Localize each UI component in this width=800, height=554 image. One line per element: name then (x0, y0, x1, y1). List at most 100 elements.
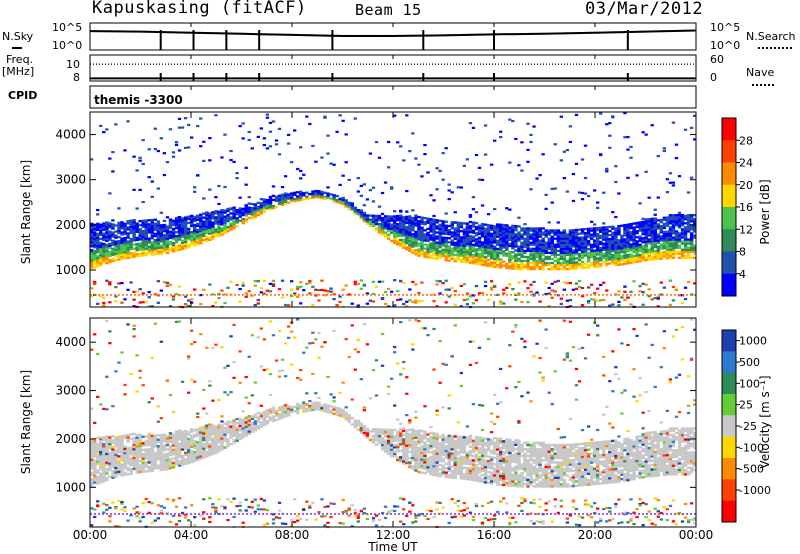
heatmap-cell (677, 236, 682, 239)
heatmap-cell (250, 424, 255, 427)
heatmap-cell (202, 456, 206, 459)
heatmap-cell (626, 260, 630, 263)
heatmap-cell (680, 228, 685, 231)
heatmap-cell (393, 404, 397, 407)
heatmap-cell (486, 254, 491, 257)
heatmap-cell (223, 366, 227, 369)
heatmap-cell (250, 421, 255, 425)
heatmap-cell (535, 247, 539, 250)
heatmap-cell (247, 212, 251, 215)
heatmap-cell (459, 284, 463, 288)
heatmap-cell (183, 438, 188, 442)
heatmap-cell (671, 184, 676, 187)
heatmap-cell (199, 219, 203, 222)
heatmap-cell (383, 215, 388, 218)
heatmap-cell (286, 407, 291, 410)
heatmap-cell (602, 248, 606, 252)
heatmap-cell (689, 232, 694, 235)
heatmap-cell (244, 509, 248, 512)
heatmap-cell (605, 250, 609, 253)
heatmap-cell (456, 186, 460, 189)
heatmap-cell (211, 424, 215, 427)
heatmap-cell (371, 214, 376, 217)
heatmap-cell (556, 221, 560, 224)
heatmap-cell (165, 284, 170, 287)
heatmap-cell (441, 178, 445, 181)
heatmap-cell (150, 449, 155, 453)
heatmap-cell (411, 235, 415, 238)
heatmap-cell (380, 364, 385, 367)
heatmap-cell (283, 202, 288, 205)
heatmap-cell (168, 458, 173, 461)
heatmap-cell (456, 256, 461, 259)
heatmap-cell (114, 440, 118, 444)
heatmap-cell (241, 122, 245, 125)
heatmap-cell (444, 242, 448, 246)
heatmap-cell (541, 265, 545, 269)
heatmap-cell (659, 253, 664, 256)
heatmap-cell (171, 229, 176, 233)
nave-line-key (752, 84, 774, 86)
heatmap-cell (265, 289, 270, 292)
heatmap-cell (111, 450, 115, 453)
heatmap-cell (108, 236, 112, 239)
heatmap-cell (129, 248, 133, 251)
heatmap-cell (420, 327, 424, 330)
heatmap-cell (153, 247, 158, 250)
heatmap-cell (102, 226, 106, 229)
heatmap-cell (144, 439, 148, 443)
heatmap-cell (359, 431, 364, 434)
heatmap-cell (102, 473, 106, 476)
heatmap-cell (374, 514, 379, 517)
heatmap-cell (471, 249, 476, 253)
heatmap-cell (565, 241, 570, 244)
heatmap-cell (326, 134, 330, 137)
heatmap-cell (417, 163, 421, 166)
heatmap-cell (159, 455, 164, 459)
heatmap-cell (459, 223, 464, 227)
heatmap-cell (517, 259, 521, 263)
heatmap-cell (114, 438, 118, 441)
heatmap-cell (138, 435, 142, 439)
heatmap-cell (344, 338, 348, 341)
heatmap-cell (144, 227, 148, 230)
heatmap-cell (483, 249, 488, 253)
heatmap-cell (435, 243, 439, 246)
heatmap-cell (471, 231, 476, 234)
heatmap-cell (671, 252, 676, 255)
heatmap-cell (220, 213, 224, 216)
heatmap-cell (108, 436, 112, 439)
heatmap-cell (565, 243, 570, 246)
heatmap-cell (93, 448, 97, 452)
heatmap-cell (477, 244, 482, 248)
heatmap-cell (414, 222, 418, 225)
heatmap-cell (168, 220, 173, 223)
heatmap-cell (114, 248, 118, 252)
heatmap-cell (659, 227, 664, 230)
heatmap-cell (147, 452, 151, 455)
heatmap-cell (196, 451, 200, 455)
heatmap-cell (432, 228, 436, 232)
heatmap-cell (489, 246, 494, 250)
heatmap-cell (93, 246, 97, 249)
heatmap-cell (617, 259, 621, 262)
heatmap-cell (199, 215, 203, 218)
heatmap-cell (450, 286, 454, 289)
heatmap-cell (168, 460, 173, 463)
heatmap-cell (253, 415, 258, 419)
heatmap-cell (289, 408, 294, 411)
heatmap-cell (159, 462, 164, 465)
heatmap-cell (320, 288, 324, 292)
heatmap-cell (177, 224, 182, 227)
heatmap-cell (147, 441, 151, 444)
heatmap-cell (93, 250, 97, 253)
heatmap-cell (393, 114, 397, 117)
heatmap-cell (108, 238, 112, 241)
heatmap-cell (520, 265, 524, 269)
heatmap-cell (244, 431, 248, 435)
heatmap-cell (93, 252, 97, 255)
heatmap-cell (117, 227, 121, 231)
heatmap-cell (641, 237, 645, 240)
heatmap-cell (626, 135, 630, 139)
heatmap-cell (120, 253, 124, 257)
